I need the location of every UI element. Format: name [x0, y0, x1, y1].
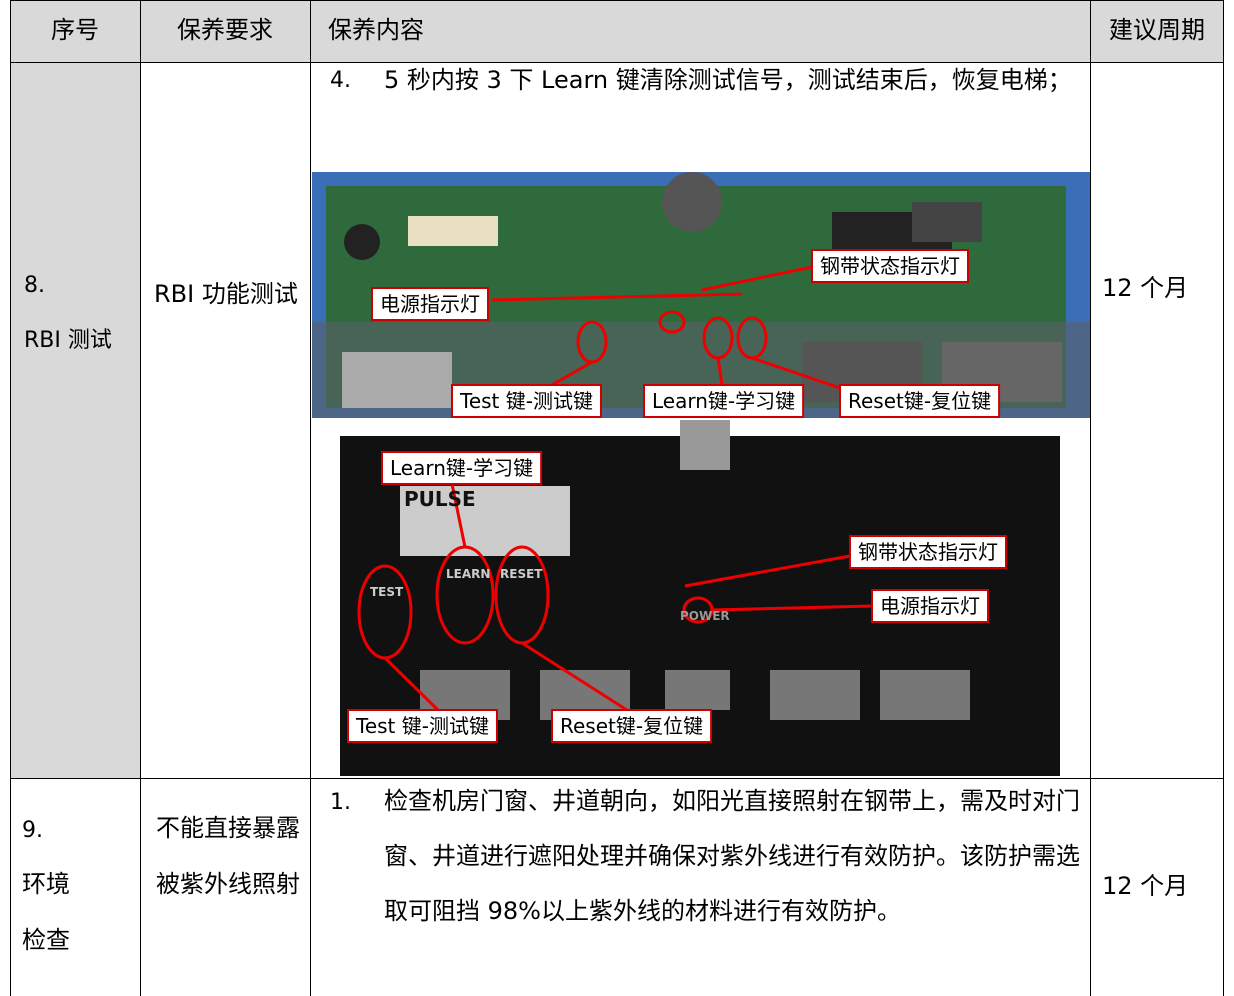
item-index: 1.: [330, 790, 351, 815]
board-text: POWER: [680, 609, 730, 623]
board-text: PULSE: [404, 487, 476, 511]
border: [1090, 0, 1091, 996]
border: [1223, 0, 1224, 996]
callout-label: Learn键-学习键: [652, 389, 795, 413]
callout-box: [643, 384, 805, 418]
border: [10, 62, 1224, 63]
border: [10, 778, 1224, 779]
callout-label: 电源指示灯: [380, 292, 480, 316]
callout-label: Reset键-复位键: [560, 714, 703, 738]
callout-box: [371, 287, 489, 321]
callout-box: [451, 384, 602, 418]
callout-box: [839, 384, 1001, 418]
row-bg: [10, 62, 140, 778]
header-bg: [10, 0, 1224, 62]
header-cell: 序号: [51, 16, 99, 44]
header-cell: 保养要求: [177, 16, 273, 44]
callout-box: [849, 535, 1007, 569]
period: 12 个月: [1102, 872, 1189, 900]
item-text: 5 秒内按 3 下 Learn 键清除测试信号，测试结束后，恢复电梯；: [384, 66, 1072, 94]
callout-label: 钢带状态指示灯: [858, 540, 998, 564]
row-no: 环境: [22, 870, 70, 898]
row-no: 9.: [22, 818, 43, 843]
row-no: 检查: [22, 926, 70, 954]
callout-box: [381, 451, 543, 485]
requirement: 不能直接暴露被紫外线照射: [156, 814, 300, 898]
border: [10, 0, 11, 996]
board-text: LEARN: [446, 567, 490, 581]
row-no: RBI 测试: [24, 328, 112, 353]
callout-label: Learn键-学习键: [390, 456, 533, 480]
callout-label: Test 键-测试键: [459, 389, 593, 413]
callout-label: Reset键-复位键: [848, 389, 991, 413]
requirement: RBI 功能测试: [154, 280, 298, 308]
callout-label: Test 键-测试键: [355, 714, 489, 738]
board-text: RESET: [500, 567, 543, 581]
callout-box: [871, 589, 989, 623]
row-no: 8.: [24, 273, 45, 298]
border: [10, 0, 1224, 1]
header-cell: 建议周期: [1109, 16, 1205, 44]
callout-label: 电源指示灯: [880, 594, 980, 618]
border: [310, 0, 311, 996]
callout-box: [551, 709, 713, 743]
board-text: TEST: [370, 585, 404, 599]
header-cell: 保养内容: [328, 16, 424, 44]
item-text: 检查机房门窗、井道朝向，如阳光直接照射在钢带上，需及时对门窗、井道进行遮阳处理并…: [384, 787, 1080, 925]
item-index: 4.: [330, 68, 351, 93]
period: 12 个月: [1102, 274, 1189, 302]
callout-label: 钢带状态指示灯: [820, 254, 960, 278]
callout-box: [347, 709, 498, 743]
border: [140, 0, 141, 996]
callout-box: [811, 249, 969, 283]
